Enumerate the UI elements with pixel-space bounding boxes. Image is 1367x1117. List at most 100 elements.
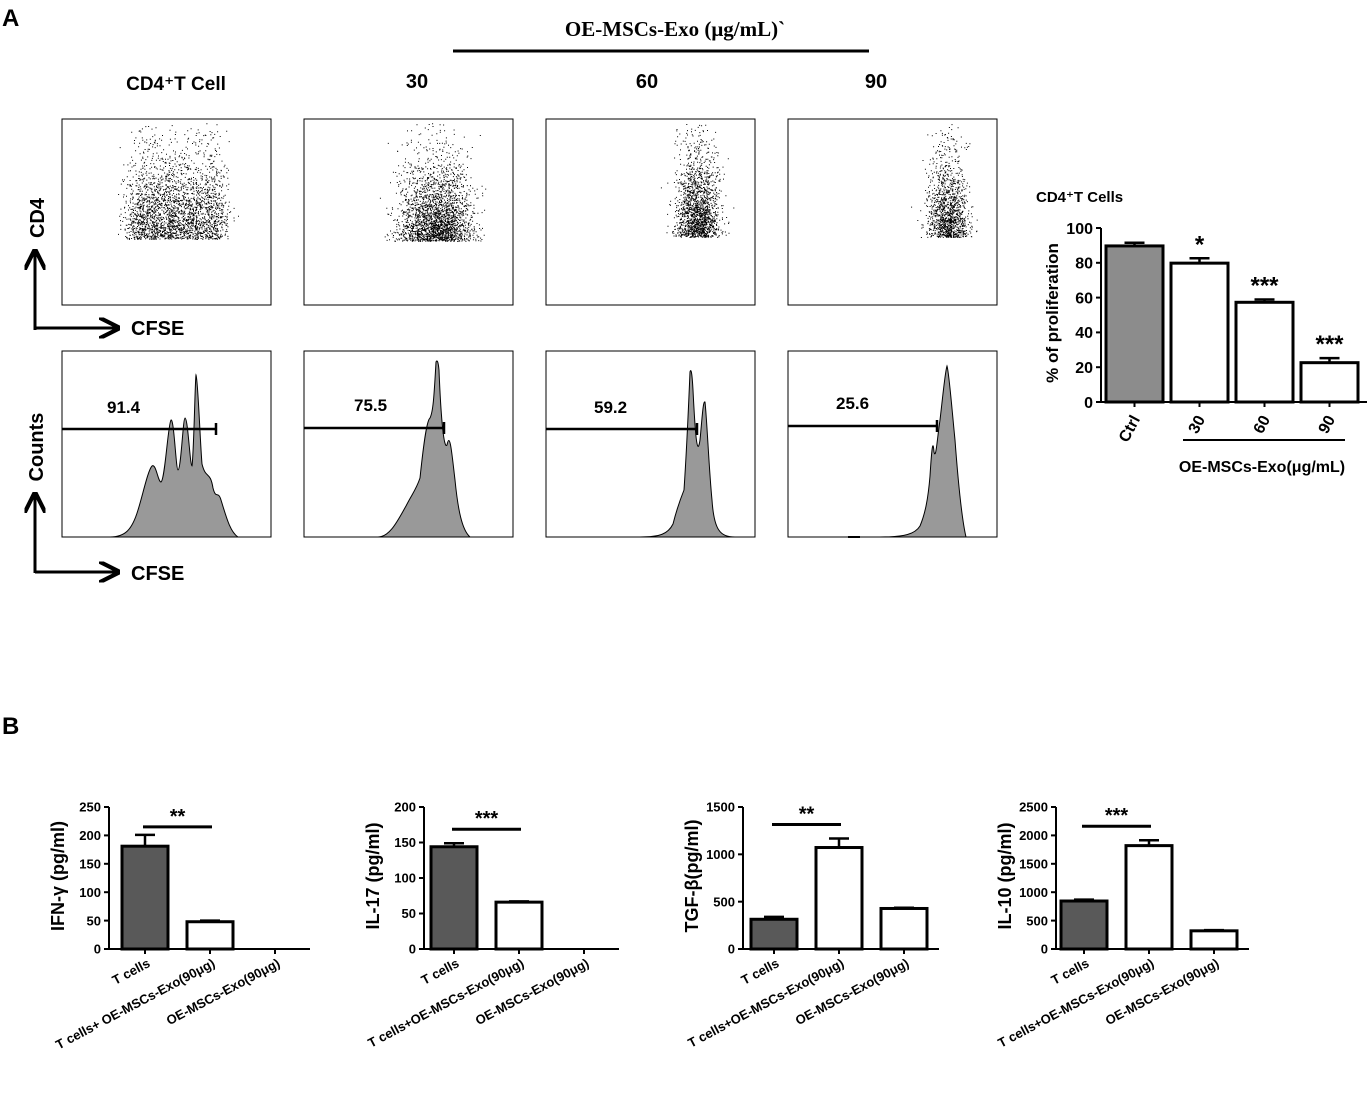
y-tick-label: 50 xyxy=(87,913,101,928)
y-tick-label: 500 xyxy=(713,894,735,909)
histogram-row: 91.4 75.5 59.2 25.6 xyxy=(61,350,998,538)
cfse-axis-label-bottom: CFSE xyxy=(131,563,184,585)
y-axis-label: IL-17 (pg/ml) xyxy=(363,822,383,929)
bar xyxy=(814,846,864,951)
x-tick-label: T cells xyxy=(1049,955,1092,987)
counts-axis-label: Counts xyxy=(26,413,48,482)
x-tick-label: OE-MSCs-Exo(90μg) xyxy=(1103,955,1222,1028)
y-tick-label: 50 xyxy=(402,906,416,921)
x-tick-label: OE-MSCs-Exo(90μg) xyxy=(793,955,912,1028)
y-tick-label: 0 xyxy=(1041,942,1048,957)
bar xyxy=(494,900,544,951)
x-tick-label: 60 xyxy=(1251,413,1274,437)
dot-plot-frame-60 xyxy=(545,118,756,306)
y-tick-label: 20 xyxy=(1075,360,1093,377)
panel-label-a: A xyxy=(2,5,19,32)
significance-stars: *** xyxy=(1250,273,1279,300)
bar xyxy=(1059,899,1109,951)
y-tick-label: 1500 xyxy=(1019,856,1048,871)
histogram-frame-90 xyxy=(787,350,998,538)
y-tick-label: 0 xyxy=(728,942,735,957)
dot-plot-frame-control xyxy=(61,118,272,306)
y-axis-label: IFN-γ (pg/ml) xyxy=(48,821,68,931)
gate-value-60: 59.2 xyxy=(594,398,627,417)
bar xyxy=(185,920,235,951)
dot-cloud-points xyxy=(118,123,239,240)
il10-chart: 0 500 1000 1500 2000 2500 IL-10 (pg/ml) T cells… xyxy=(995,800,1249,1051)
chart-title: CD4⁺T Cells xyxy=(1036,189,1123,206)
significance-stars: ** xyxy=(170,806,186,828)
y-tick-label: 1000 xyxy=(1019,885,1048,900)
x-tick-label: T cells xyxy=(110,955,153,987)
column-label-control: CD4⁺T Cell xyxy=(126,74,226,95)
y-axis-label: % of proliferation xyxy=(1043,243,1062,383)
significance-stars: *** xyxy=(1105,805,1129,827)
y-tick-label: 40 xyxy=(1075,325,1093,342)
y-tick-label: 150 xyxy=(394,835,416,850)
bar xyxy=(1299,361,1360,404)
histogram-control xyxy=(62,373,240,538)
gate-value-90: 25.6 xyxy=(836,394,869,413)
x-tick-label: Ctrl xyxy=(1116,413,1144,445)
y-tick-label: 100 xyxy=(394,871,416,886)
column-label-60: 60 xyxy=(636,71,658,93)
x-tick-label: OE-MSCs-Exo(90μg) xyxy=(164,955,283,1028)
y-tick-label: 1000 xyxy=(706,847,735,862)
dot-cloud-60 xyxy=(660,124,735,238)
bar xyxy=(1124,844,1174,951)
y-tick-label: 100 xyxy=(79,885,101,900)
y-tick-label: 100 xyxy=(1066,221,1093,238)
significance-stars: *** xyxy=(475,808,499,830)
y-tick-label: 200 xyxy=(79,828,101,843)
significance-stars: ** xyxy=(799,804,815,826)
bar xyxy=(879,906,929,951)
x-tick-label: T cells xyxy=(739,955,782,987)
dot-plot-row xyxy=(61,118,998,306)
gate-value-control: 91.4 xyxy=(107,398,141,417)
gate-30 xyxy=(304,422,446,434)
dot-cloud-points xyxy=(911,124,978,238)
dot-plot-frame-30 xyxy=(303,118,514,306)
y-tick-label: 80 xyxy=(1075,256,1093,273)
histogram-30 xyxy=(304,360,472,538)
y-tick-label: 0 xyxy=(409,942,416,957)
treatment-header: OE-MSCs-Exo (μg/mL)` xyxy=(565,17,785,41)
bar xyxy=(120,844,170,951)
y-tick-label: 0 xyxy=(94,942,101,957)
histogram-frame-60 xyxy=(545,350,756,538)
bar xyxy=(1169,261,1230,404)
y-axis-label: TGF-β(pg/ml) xyxy=(682,820,702,933)
x-axis-label: OE-MSCs-Exo(μg/mL) xyxy=(1179,459,1345,476)
y-tick-label: 1500 xyxy=(706,800,735,815)
gate-60 xyxy=(546,423,699,435)
y-tick-label: 0 xyxy=(1084,395,1093,412)
y-tick-label: 500 xyxy=(1026,913,1048,928)
y-axis-label: IL-10 (pg/ml) xyxy=(995,822,1015,929)
cd4-axis-label: CD4 xyxy=(27,197,49,238)
bar xyxy=(1104,244,1165,404)
panel-label-b: B xyxy=(2,713,19,740)
x-tick-label: 90 xyxy=(1316,413,1339,437)
y-tick-label: 200 xyxy=(394,800,416,815)
bar xyxy=(749,917,799,951)
y-tick-label: 2000 xyxy=(1019,828,1048,843)
gate-90 xyxy=(788,420,939,432)
x-tick-label: T cells xyxy=(419,955,462,987)
y-tick-label: 150 xyxy=(79,856,101,871)
dot-cloud-30 xyxy=(379,123,487,242)
histogram-90 xyxy=(788,364,967,538)
dot-plot-frame-90 xyxy=(787,118,998,306)
dot-cloud-points xyxy=(379,123,487,242)
gate-value-30: 75.5 xyxy=(354,396,387,415)
dot-cloud-control xyxy=(118,123,239,240)
y-tick-label: 2500 xyxy=(1019,800,1048,815)
bar xyxy=(429,845,479,951)
significance-stars: *** xyxy=(1315,331,1344,358)
gate-control xyxy=(62,423,218,435)
histogram-60 xyxy=(546,370,736,538)
dot-cloud-points xyxy=(660,124,735,238)
significance-stars: * xyxy=(1195,231,1205,258)
